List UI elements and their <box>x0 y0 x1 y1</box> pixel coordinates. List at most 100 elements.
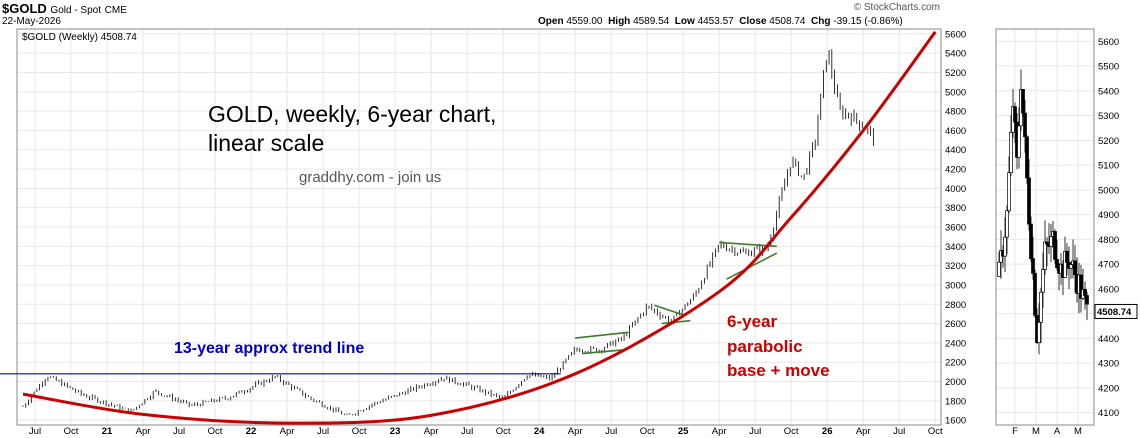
main-y-tick-label: 2000 <box>945 377 966 388</box>
main-x-tick-label: Jul <box>317 426 329 437</box>
legend-label: $GOLD (Weekly) 4508.74 <box>22 32 137 43</box>
main-x-tick-label: 21 <box>102 426 113 437</box>
copyright-label: © StockCharts.com <box>853 2 940 13</box>
main-y-tick-label: 3800 <box>945 203 966 214</box>
annotation-title-line1: GOLD, weekly, 6-year chart, <box>208 101 496 127</box>
main-x-tick-label: Jul <box>605 426 617 437</box>
side-y-tick-label: 4900 <box>1098 210 1119 221</box>
side-x-tick-label: M <box>1032 426 1040 437</box>
side-candle-body <box>1021 89 1025 114</box>
annotation-title-line2: linear scale <box>208 130 324 156</box>
annotation-trend: 13-year approx trend line <box>174 340 364 357</box>
side-candle-body <box>1003 236 1007 257</box>
main-y-tick-label: 2600 <box>945 319 966 330</box>
main-x-tick-label: Apr <box>136 426 151 437</box>
main-x-tick-label: Oct <box>640 426 655 437</box>
main-y-tick-label: 4800 <box>945 107 966 118</box>
side-candle-body <box>1037 321 1041 343</box>
last-price-label: 4508.74 <box>1097 307 1132 318</box>
side-candle-body <box>1043 241 1047 270</box>
annotation-parabola-line3: base + move <box>727 361 830 380</box>
side-candle-body <box>1027 177 1031 225</box>
side-candle-body <box>1049 236 1053 247</box>
main-x-tick-label: Apr <box>568 426 583 437</box>
main-x-tick-label: Jul <box>173 426 185 437</box>
main-y-tick-label: 2800 <box>945 300 966 311</box>
main-x-tick-label: Jul <box>893 426 905 437</box>
main-y-tick-label: 1800 <box>945 396 966 407</box>
side-y-tick-label: 4400 <box>1098 334 1119 345</box>
main-y-tick-label: 5400 <box>945 49 966 60</box>
main-x-tick-label: Apr <box>424 426 439 437</box>
main-x-tick-label: 22 <box>246 426 257 437</box>
side-candle-body <box>1025 136 1029 179</box>
triangle-line <box>661 319 691 325</box>
side-candle-body <box>1083 289 1087 296</box>
side-candle-body <box>1005 210 1009 238</box>
main-x-tick-label: Oct <box>784 426 799 437</box>
main-x-tick-label: Oct <box>496 426 511 437</box>
side-candle-body <box>997 261 1001 277</box>
annotation-site: graddhy.com - join us <box>299 169 441 186</box>
ohlc-readout: Open 4559.00 High 4589.54 Low 4453.57 Cl… <box>538 16 903 27</box>
main-y-tick-label: 2200 <box>945 358 966 369</box>
last-price-box <box>1094 303 1138 319</box>
side-y-tick-label: 4800 <box>1098 235 1119 246</box>
side-candle-body <box>1029 223 1033 259</box>
side-y-tick-label: 5200 <box>1098 136 1119 147</box>
side-candle-body <box>1073 260 1077 275</box>
main-y-tick-label: 4600 <box>945 126 966 137</box>
main-x-tick-label: Apr <box>280 426 295 437</box>
side-y-tick-label: 5000 <box>1098 185 1119 196</box>
main-y-tick-label: 5600 <box>945 29 966 40</box>
side-candle-body <box>1023 112 1027 138</box>
side-y-tick-label: 5500 <box>1098 62 1119 73</box>
triangle-line <box>654 304 684 316</box>
side-candle-body <box>1045 241 1049 245</box>
side-y-tick-label: 4600 <box>1098 284 1119 295</box>
chart-date: 22-May-2026 <box>2 16 61 27</box>
side-candle-body <box>1009 131 1013 174</box>
main-x-tick-label: Jul <box>29 426 41 437</box>
main-y-tick-label: 4200 <box>945 165 966 176</box>
main-x-tick-label: Oct <box>64 426 79 437</box>
side-candle-body <box>1085 295 1089 305</box>
side-candle-body <box>1069 264 1073 269</box>
side-candle-body <box>1007 172 1011 212</box>
main-plot-frame <box>16 28 942 426</box>
main-y-tick-label: 3200 <box>945 261 966 272</box>
side-y-tick-label: 5400 <box>1098 86 1119 97</box>
side-plot-frame <box>995 28 1095 426</box>
side-x-tick-label: A <box>1054 426 1061 437</box>
main-y-tick-label: 3600 <box>945 223 966 234</box>
side-candle-body <box>1041 269 1045 293</box>
side-x-tick-label: F <box>1012 426 1018 437</box>
side-y-tick-label: 4200 <box>1098 383 1119 394</box>
side-candle-body <box>1013 106 1017 123</box>
side-candle-body <box>1079 274 1083 299</box>
side-x-tick-label: M <box>1074 426 1082 437</box>
triangle-line <box>575 331 629 339</box>
main-x-tick-label: Jul <box>749 426 761 437</box>
main-y-tick-label: 2400 <box>945 338 966 349</box>
main-x-tick-label: 23 <box>390 426 401 437</box>
main-x-tick-label: Jul <box>461 426 473 437</box>
side-candle-body <box>1017 125 1021 158</box>
side-candle-body <box>1039 291 1043 323</box>
side-candle-body <box>1055 259 1059 268</box>
annotation-parabola-line2: parabolic <box>727 337 803 356</box>
main-x-tick-label: Apr <box>856 426 871 437</box>
main-x-tick-label: 24 <box>534 426 545 437</box>
side-candle-body <box>1031 258 1035 274</box>
main-y-tick-label: 4000 <box>945 184 966 195</box>
side-y-tick-label: 4700 <box>1098 260 1119 271</box>
side-y-tick-label: 5600 <box>1098 37 1119 48</box>
triangle-line <box>582 348 626 355</box>
side-candle-body <box>1065 250 1069 263</box>
parabola-curve <box>22 31 937 425</box>
main-x-tick-label: Oct <box>352 426 367 437</box>
main-y-tick-label: 3000 <box>945 280 966 291</box>
main-x-tick-label: 25 <box>678 426 689 437</box>
side-y-tick-label: 5300 <box>1098 111 1119 122</box>
